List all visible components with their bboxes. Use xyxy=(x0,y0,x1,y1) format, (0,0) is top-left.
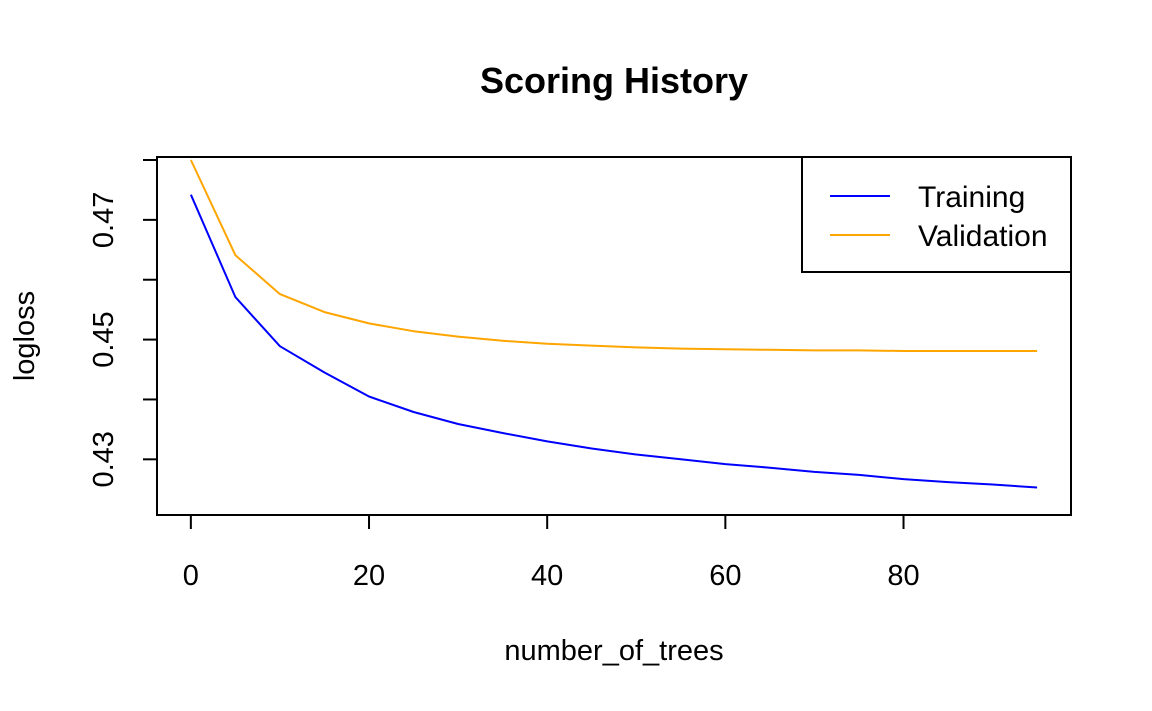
y-axis: 0.43 0.45 0.47 xyxy=(88,158,158,488)
x-tick-label: 60 xyxy=(709,560,741,592)
legend-label-validation: Validation xyxy=(918,220,1048,253)
series-layer xyxy=(189,159,1038,489)
legend: Training Validation xyxy=(801,156,1072,273)
x-axis-title: number_of_trees xyxy=(504,635,723,667)
y-tick-label: 0.47 xyxy=(88,192,120,248)
y-axis-title: logloss xyxy=(9,291,41,381)
series-line-validation xyxy=(189,159,1038,352)
x-axis: 0 20 40 60 80 xyxy=(183,514,920,592)
chart-title: Scoring History xyxy=(480,60,748,101)
x-tick-label: 20 xyxy=(353,560,385,592)
legend-label-training: Training xyxy=(918,181,1025,214)
x-tick-label: 80 xyxy=(887,560,919,592)
y-tick-label: 0.43 xyxy=(88,431,120,487)
x-tick-label: 40 xyxy=(531,560,563,592)
series-line-training xyxy=(189,194,1038,489)
x-tick-label: 0 xyxy=(183,560,199,592)
y-tick-label: 0.45 xyxy=(88,311,120,367)
legend-box xyxy=(801,156,1072,273)
